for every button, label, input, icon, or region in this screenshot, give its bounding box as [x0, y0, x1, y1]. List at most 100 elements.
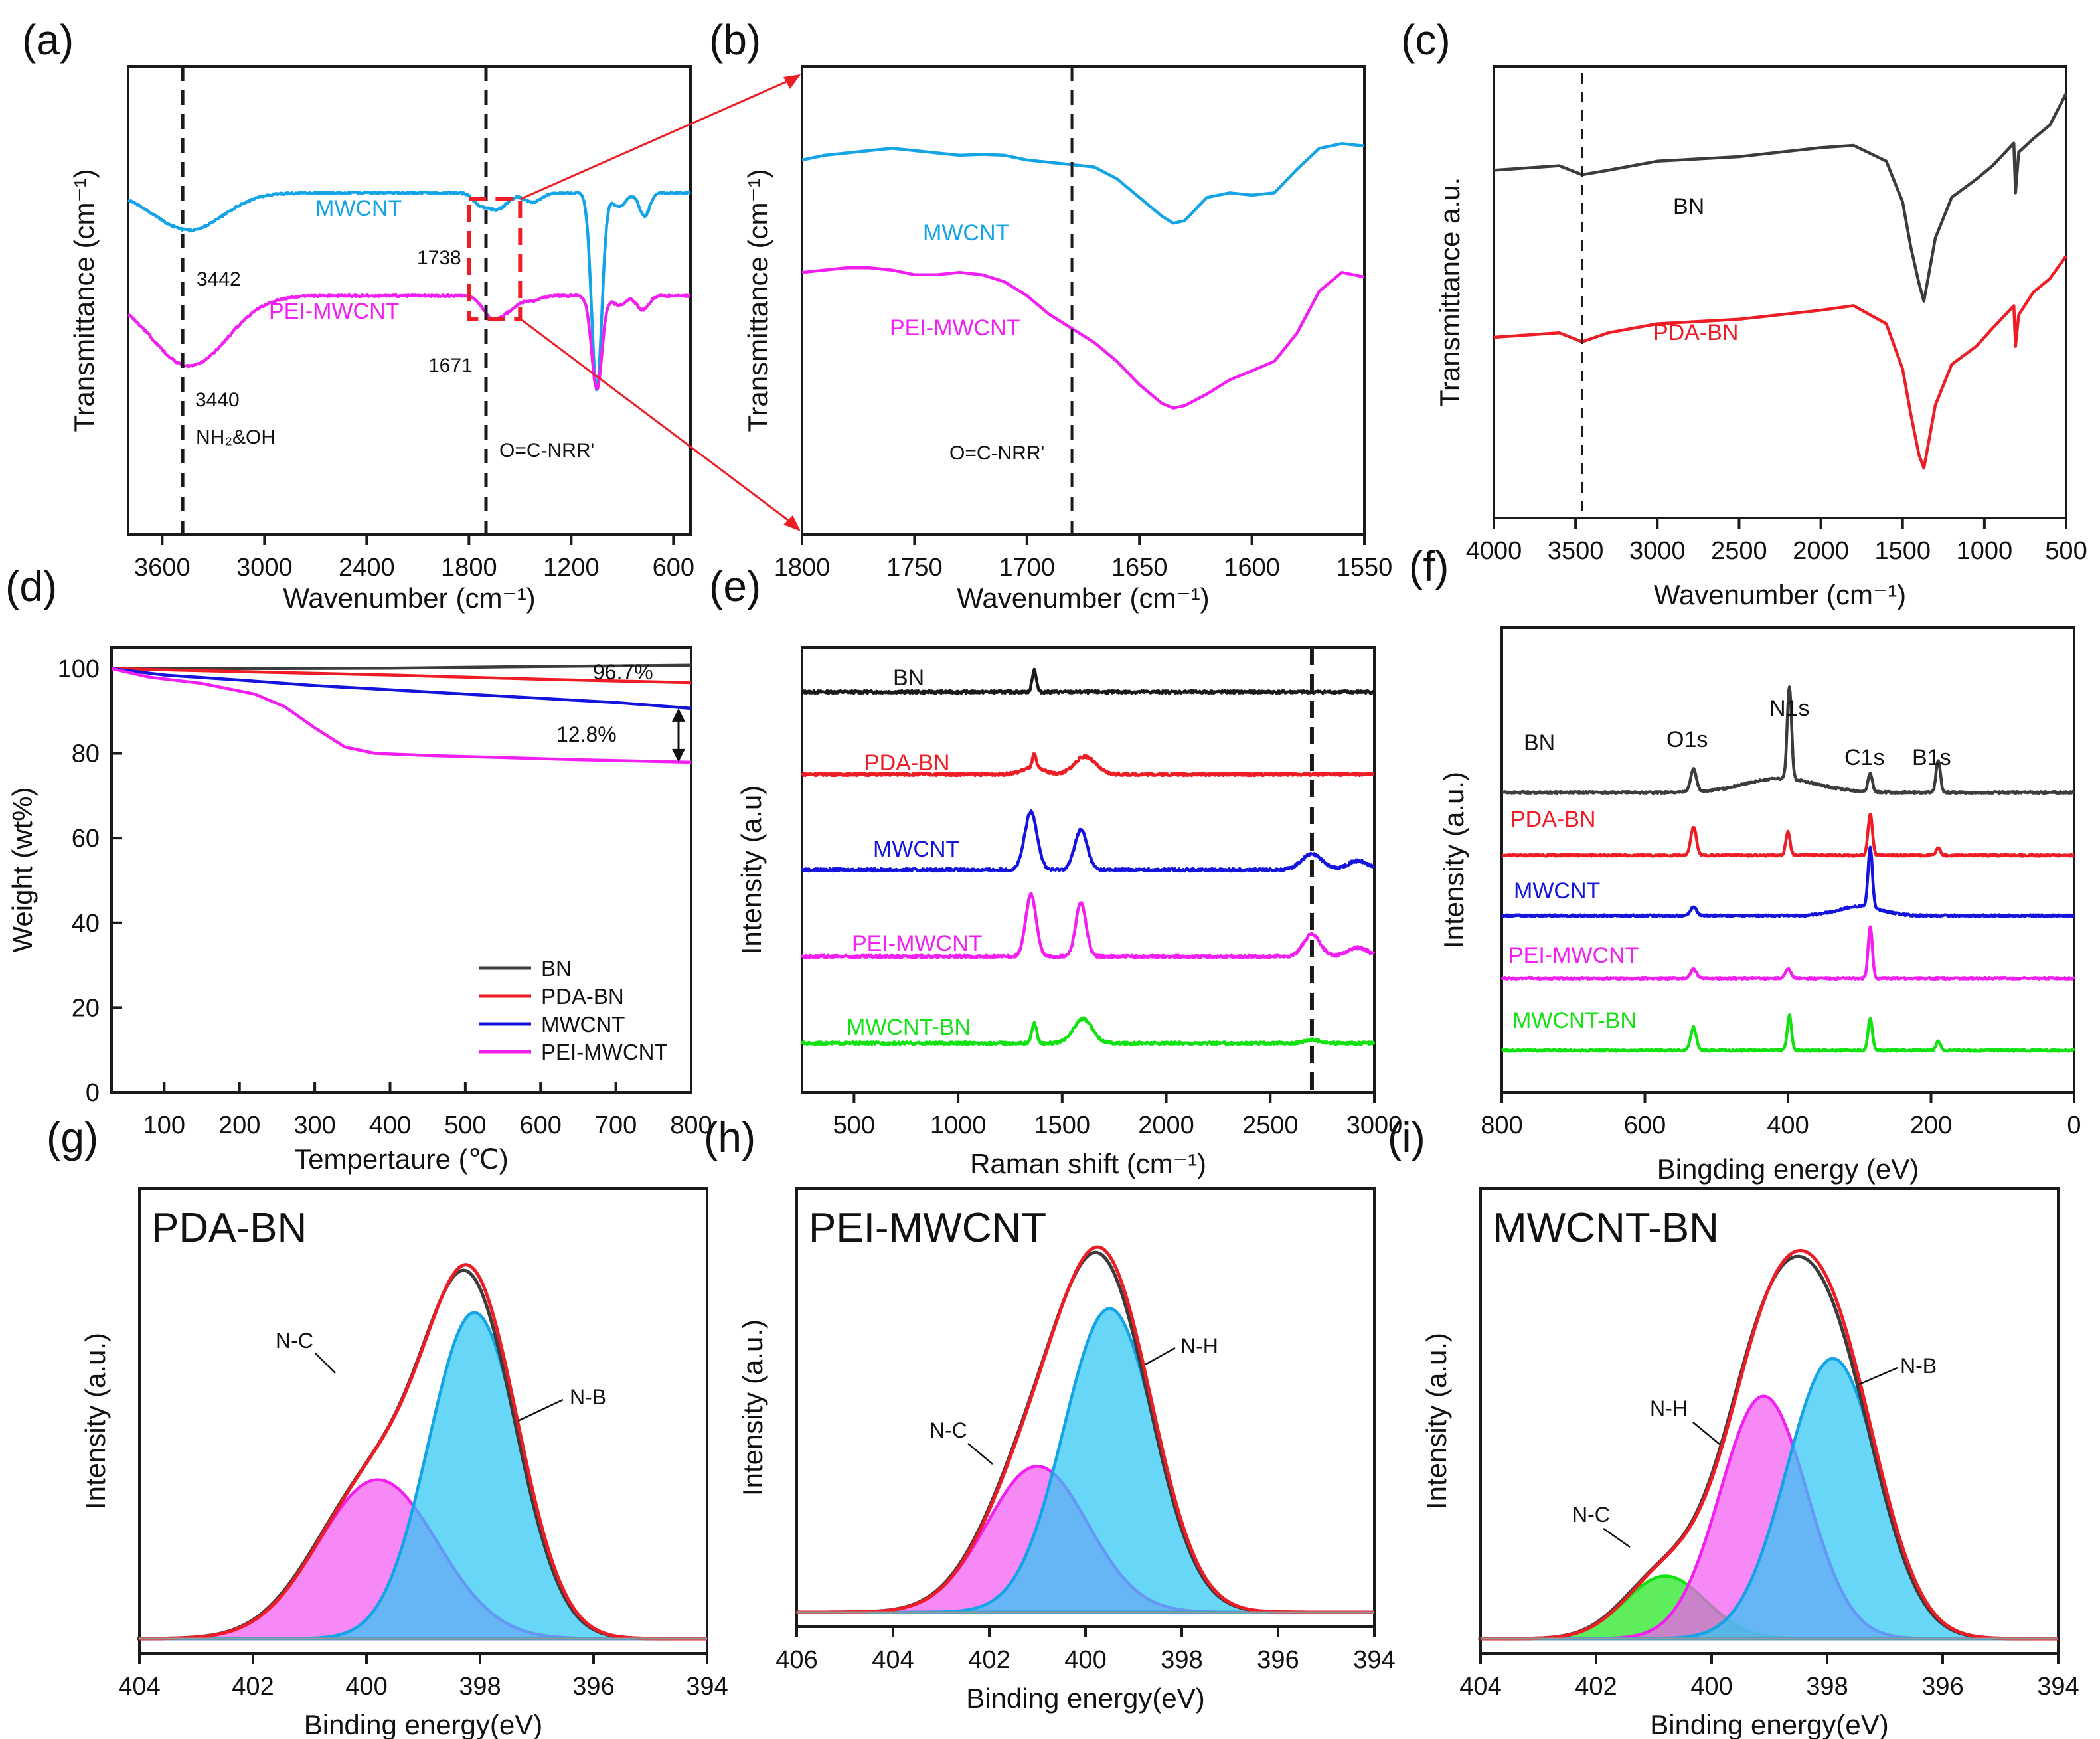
series-line-e-bn [801, 667, 1375, 695]
peak-label-o1s: O1s [1666, 727, 1708, 752]
x-tick-label-d: 600 [520, 1112, 562, 1139]
component-label-g-n-c: N-C [276, 1329, 313, 1353]
series-line-f-pda-bn [1500, 813, 2075, 858]
x-tick-label-g: 394 [686, 1673, 728, 1700]
double-arrow-head-top [672, 708, 685, 722]
series-line-b-pei-mwcnt [801, 266, 1365, 410]
y-axis-label-b: Transmittance (cm⁻¹) [742, 169, 773, 432]
series-line-e-pda-bn [801, 752, 1375, 778]
x-tick-label-a: 2400 [339, 554, 395, 582]
x-tick-label-g: 396 [572, 1673, 614, 1700]
double-arrow-head-bottom [672, 748, 685, 762]
y-tick-label-d: 20 [72, 994, 100, 1022]
y-axis-label-d: Weight (wt%) [7, 787, 38, 953]
x-tick-label-g: 398 [459, 1673, 501, 1700]
component-label-h-n-h: N-H [1180, 1334, 1218, 1358]
fit-envelope-i [1481, 1248, 2058, 1641]
x-tick-label-f: 200 [1910, 1112, 1952, 1139]
x-tick-label-h: 394 [1353, 1646, 1395, 1674]
x-axis-unit-a: (cm⁻¹) [456, 582, 536, 614]
group-label-amide-a: O=C-NRR' [499, 440, 594, 461]
x-tick-label-e: 500 [833, 1112, 875, 1139]
series-label-mwcnt: MWCNT [315, 196, 402, 221]
x-tick-label-g: 402 [232, 1673, 274, 1700]
series-label-e-bn: BN [893, 665, 924, 691]
component-h-n-h [797, 1307, 1374, 1614]
x-tick-label-c: 3000 [1629, 537, 1686, 565]
x-axis-label-a: Wavenumber [283, 582, 447, 614]
panel-label-f: (f) [1409, 542, 1449, 590]
x-tick-label-d: 700 [595, 1112, 637, 1139]
series-label-f-pei-mwcnt: PEI-MWCNT [1508, 943, 1639, 968]
x-tick-label-c: 2000 [1793, 537, 1849, 565]
x-axis-label-d: Tempertaure (℃) [294, 1143, 509, 1175]
x-tick-label-e: 2000 [1138, 1112, 1194, 1139]
y-axis-label-g: Intensity (a.u.) [80, 1333, 111, 1509]
x-tick-label-b: 1750 [886, 554, 943, 582]
component-label-i-n-b: N-B [1900, 1354, 1937, 1378]
x-tick-label-i: 398 [1806, 1673, 1848, 1700]
group-label-amide-b: O=C-NRR' [949, 442, 1044, 464]
x-tick-label-g: 400 [345, 1673, 387, 1700]
panel-label-g: (g) [46, 1114, 98, 1161]
series-line-b-mwcnt [801, 142, 1365, 225]
series-line-f-mwcnt-bn [1500, 1013, 2075, 1053]
series-label-pei-mwcnt: PEI-MWCNT [269, 299, 399, 324]
x-tick-label-b: 1550 [1336, 554, 1393, 582]
zoom-box-a [467, 197, 523, 321]
x-axis-title-b: Wavenumber (cm⁻¹) [957, 582, 1209, 614]
x-tick-label-f: 400 [1767, 1112, 1809, 1139]
series-line-d-bn [112, 663, 692, 671]
component-label-i-n-h: N-H [1650, 1396, 1688, 1420]
panel-label-b: (b) [709, 16, 761, 64]
peak-label-3442: 3442 [197, 268, 241, 290]
series-label-mwcnt-b: MWCNT [923, 220, 1009, 246]
x-tick-label-d: 800 [670, 1112, 712, 1139]
x-tick-label-i: 402 [1575, 1673, 1617, 1700]
x-axis-unit-c: (cm⁻¹) [1826, 579, 1906, 610]
zoom-arrow-top [519, 77, 795, 201]
x-tick-label-c: 1000 [1957, 537, 2013, 565]
x-axis-label-i: Binding energy(eV) [1650, 1709, 1889, 1739]
component-label-h-n-c: N-C [929, 1418, 967, 1442]
annotation-12-8: 12.8% [556, 722, 617, 746]
series-label-e-mwcnt: MWCNT [873, 837, 959, 862]
leader-line-g-n-b [517, 1398, 564, 1422]
panel-title-h: PEI-MWCNT [809, 1205, 1046, 1251]
series-line-a-mwcnt [127, 190, 691, 392]
series-label-f-bn: BN [1524, 730, 1555, 756]
series-line-d-mwcnt [111, 667, 692, 710]
series-label-pda-bn-c: PDA-BN [1653, 320, 1738, 345]
plot-frame-a [127, 65, 692, 536]
x-axis-title-a: Wavenumber (cm⁻¹) [283, 582, 535, 614]
x-tick-label-i: 396 [1921, 1673, 1963, 1700]
legend-label-bn: BN [541, 956, 572, 981]
group-label-nh-oh: NH₂&OH [196, 426, 276, 448]
x-tick-label-c: 2500 [1711, 537, 1767, 565]
x-tick-label-e: 1000 [930, 1112, 987, 1139]
x-axis-label-e: Raman shift (cm⁻¹) [970, 1148, 1206, 1179]
x-tick-label-d: 400 [369, 1112, 411, 1139]
component-label-g-n-b: N-B [570, 1385, 606, 1409]
x-tick-label-a: 3600 [134, 554, 191, 582]
y-axis-label-e: Intensity (a.u) [736, 786, 767, 954]
plot-frame-g [138, 1187, 708, 1655]
series-label-e-pda-bn: PDA-BN [864, 750, 949, 776]
y-tick-label-d: 100 [58, 655, 100, 683]
x-tick-label-i: 400 [1690, 1673, 1732, 1700]
x-tick-label-h: 400 [1064, 1646, 1106, 1674]
series-line-d-pda-bn [111, 667, 692, 685]
y-tick-label-d: 0 [86, 1079, 100, 1107]
x-tick-label-g: 404 [118, 1673, 160, 1700]
x-tick-label-c: 1500 [1874, 537, 1931, 565]
panel-label-d: (d) [5, 562, 57, 610]
series-line-e-mwcnt-bn [800, 1016, 1376, 1046]
x-axis-label-g: Binding energy(eV) [304, 1709, 543, 1739]
series-line-f-pei-mwcnt [1500, 925, 2075, 981]
x-tick-label-e: 2500 [1242, 1112, 1299, 1139]
y-axis-label-h: Intensity (a.u.) [737, 1319, 768, 1496]
x-tick-label-a: 3000 [236, 554, 293, 582]
plot-frame-d [110, 646, 692, 1094]
peak-label-3440: 3440 [195, 389, 240, 411]
panel-label-h: (h) [704, 1114, 756, 1161]
